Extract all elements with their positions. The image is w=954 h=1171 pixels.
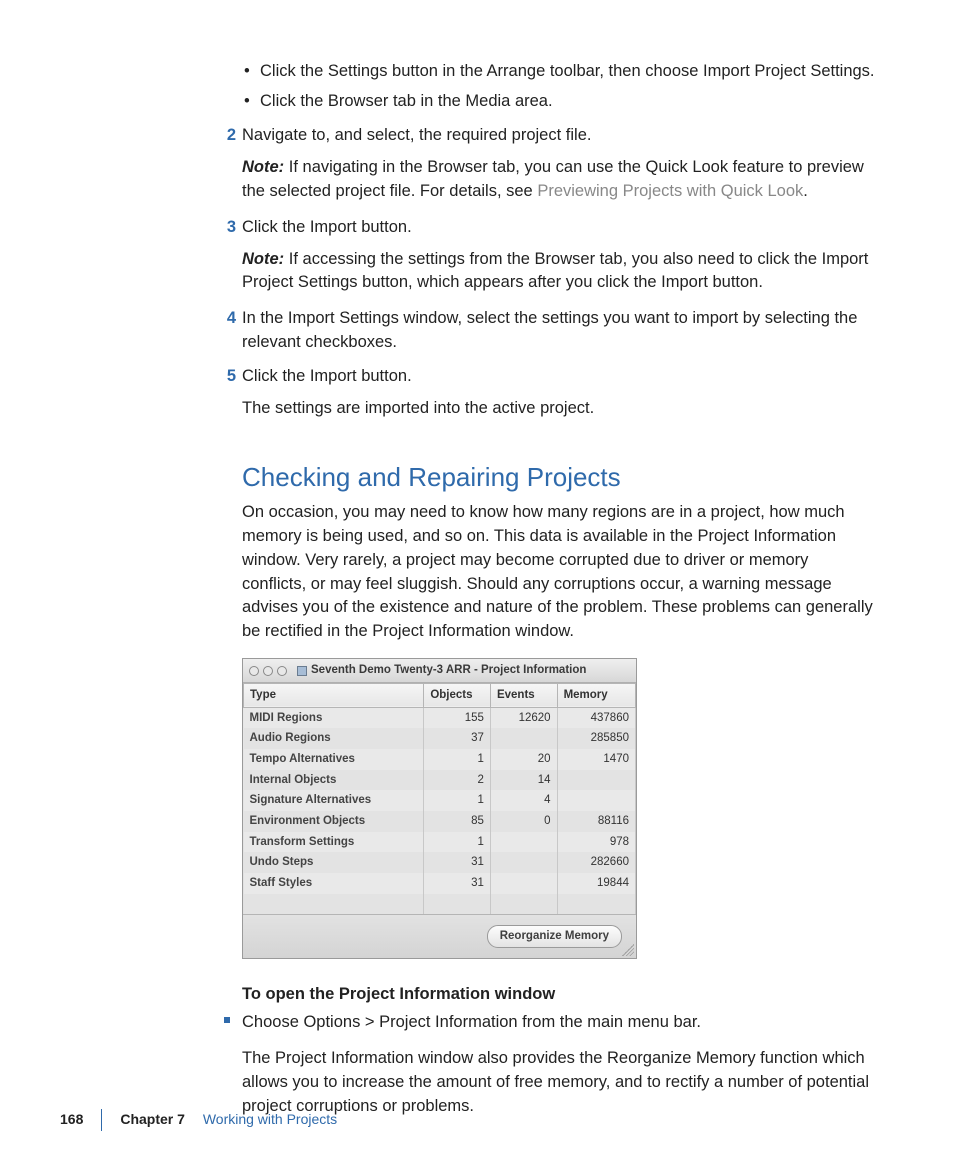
zoom-icon[interactable] xyxy=(277,666,287,676)
step-text: Navigate to, and select, the required pr… xyxy=(242,126,591,144)
table-header: Objects xyxy=(424,683,491,707)
value-cell: 0 xyxy=(490,811,557,832)
intro-bullet: Click the Browser tab in the Media area. xyxy=(242,90,877,114)
step-text: In the Import Settings window, select th… xyxy=(242,309,857,351)
project-info-table: TypeObjectsEventsMemory MIDI Regions1551… xyxy=(243,683,636,914)
table-row: Tempo Alternatives1201470 xyxy=(244,749,636,770)
open-heading: To open the Project Information window xyxy=(242,983,877,1007)
step-5: 5 Click the Import button. The settings … xyxy=(242,365,877,421)
value-cell: 2 xyxy=(424,770,491,791)
value-cell: 14 xyxy=(490,770,557,791)
value-cell: 19844 xyxy=(557,873,635,894)
value-cell: 88116 xyxy=(557,811,635,832)
table-header: Type xyxy=(244,683,424,707)
note-label: Note: xyxy=(242,158,284,176)
step-text: Click the Import button. xyxy=(242,218,412,236)
intro-bullet: Click the Settings button in the Arrange… xyxy=(242,60,877,84)
step-4: 4 In the Import Settings window, select … xyxy=(242,307,877,355)
step-5-after: The settings are imported into the activ… xyxy=(242,397,877,421)
quicklook-link[interactable]: Previewing Projects with Quick Look xyxy=(537,182,803,200)
value-cell: 155 xyxy=(424,707,491,728)
value-cell xyxy=(557,770,635,791)
type-cell: Audio Regions xyxy=(244,728,424,749)
minimize-icon[interactable] xyxy=(263,666,273,676)
value-cell xyxy=(557,790,635,811)
value-cell xyxy=(490,852,557,873)
step-number: 2 xyxy=(220,124,236,148)
open-step: Choose Options > Project Information fro… xyxy=(242,1011,877,1035)
step-number: 3 xyxy=(220,216,236,240)
note-body: If accessing the settings from the Brows… xyxy=(242,250,868,292)
value-cell: 20 xyxy=(490,749,557,770)
table-header: Events xyxy=(490,683,557,707)
document-icon xyxy=(297,666,307,676)
type-cell: Signature Alternatives xyxy=(244,790,424,811)
value-cell: 1 xyxy=(424,832,491,853)
footer-divider xyxy=(101,1109,102,1131)
value-cell: 31 xyxy=(424,852,491,873)
step-text: Click the Import button. xyxy=(242,367,412,385)
table-row: MIDI Regions15512620437860 xyxy=(244,707,636,728)
value-cell xyxy=(490,873,557,894)
type-cell: Staff Styles xyxy=(244,873,424,894)
type-cell: MIDI Regions xyxy=(244,707,424,728)
close-icon[interactable] xyxy=(249,666,259,676)
page-number: 168 xyxy=(60,1109,83,1129)
value-cell: 1 xyxy=(424,749,491,770)
step-number: 4 xyxy=(220,307,236,331)
table-row: Internal Objects214 xyxy=(244,770,636,791)
value-cell: 978 xyxy=(557,832,635,853)
value-cell: 85 xyxy=(424,811,491,832)
table-row: Signature Alternatives14 xyxy=(244,790,636,811)
value-cell xyxy=(490,728,557,749)
window-titlebar: Seventh Demo Twenty-3 ARR - Project Info… xyxy=(243,659,636,683)
type-cell: Internal Objects xyxy=(244,770,424,791)
square-bullet-icon xyxy=(224,1017,230,1023)
type-cell: Undo Steps xyxy=(244,852,424,873)
value-cell: 437860 xyxy=(557,707,635,728)
chapter-title: Working with Projects xyxy=(203,1111,337,1127)
section-heading: Checking and Repairing Projects xyxy=(242,459,877,497)
note-tail: . xyxy=(803,182,808,200)
step-3: 3 Click the Import button. Note: If acce… xyxy=(242,216,877,296)
value-cell: 1 xyxy=(424,790,491,811)
value-cell xyxy=(490,832,557,853)
table-header: Memory xyxy=(557,683,635,707)
value-cell: 31 xyxy=(424,873,491,894)
resize-grip-icon[interactable] xyxy=(622,944,634,956)
type-cell: Transform Settings xyxy=(244,832,424,853)
value-cell: 285850 xyxy=(557,728,635,749)
value-cell: 12620 xyxy=(490,707,557,728)
page-footer: 168 Chapter 7 Working with Projects xyxy=(60,1109,337,1131)
value-cell: 4 xyxy=(490,790,557,811)
step-2: 2 Navigate to, and select, the required … xyxy=(242,124,877,204)
type-cell: Environment Objects xyxy=(244,811,424,832)
step-number: 5 xyxy=(220,365,236,389)
window-title: Seventh Demo Twenty-3 ARR - Project Info… xyxy=(311,662,630,679)
note-label: Note: xyxy=(242,250,284,268)
value-cell: 1470 xyxy=(557,749,635,770)
value-cell: 37 xyxy=(424,728,491,749)
reorg-paragraph: The Project Information window also prov… xyxy=(242,1047,877,1119)
section-body: On occasion, you may need to know how ma… xyxy=(242,501,877,645)
project-info-window: Seventh Demo Twenty-3 ARR - Project Info… xyxy=(242,658,637,959)
table-row: Transform Settings1 978 xyxy=(244,832,636,853)
table-row: Undo Steps31 282660 xyxy=(244,852,636,873)
intro-bullet-list: Click the Settings button in the Arrange… xyxy=(242,60,877,114)
reorganize-memory-button[interactable]: Reorganize Memory xyxy=(487,925,622,948)
table-row: Environment Objects85088116 xyxy=(244,811,636,832)
value-cell: 282660 xyxy=(557,852,635,873)
open-step-text: Choose Options > Project Information fro… xyxy=(242,1013,701,1031)
chapter-label: Chapter 7 xyxy=(120,1111,185,1127)
table-row: Staff Styles31 19844 xyxy=(244,873,636,894)
type-cell: Tempo Alternatives xyxy=(244,749,424,770)
table-row: Audio Regions37 285850 xyxy=(244,728,636,749)
